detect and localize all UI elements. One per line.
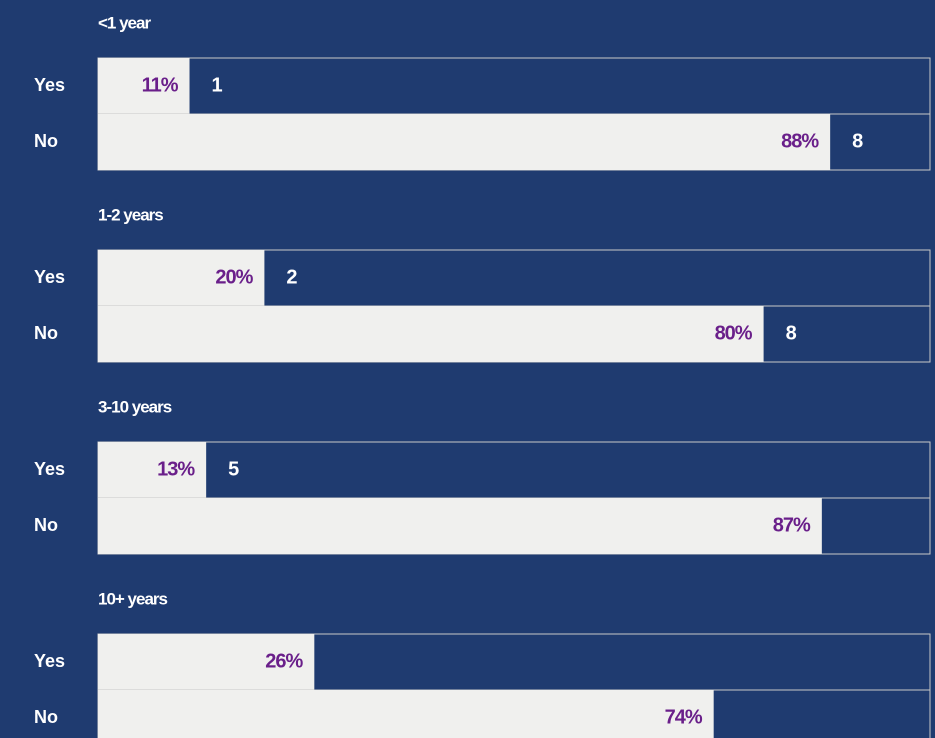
bar	[98, 498, 822, 554]
category-label: Yes	[34, 459, 65, 479]
bar	[98, 442, 207, 498]
bar	[98, 634, 315, 690]
bar-frame	[97, 57, 931, 115]
count-label: 5	[228, 458, 239, 480]
group-title: 10+ years	[98, 589, 168, 608]
category-label: Yes	[34, 651, 65, 671]
category-label: No	[34, 323, 58, 343]
bar	[98, 58, 190, 114]
category-label: No	[34, 131, 58, 151]
value-label: 26%	[265, 650, 303, 672]
value-label: 80%	[715, 322, 753, 344]
value-label: 88%	[781, 130, 819, 152]
count-label: 8	[852, 130, 863, 152]
count-label: 1	[212, 74, 223, 96]
group-title: 1-2 years	[98, 205, 163, 224]
value-label: 13%	[157, 458, 195, 480]
bar	[98, 114, 831, 170]
count-label: 2	[286, 266, 297, 288]
value-label: 20%	[215, 266, 253, 288]
count-label: 8	[786, 322, 797, 344]
category-label: No	[34, 707, 58, 727]
group-title: 3-10 years	[98, 397, 172, 416]
bar	[98, 306, 764, 362]
category-label: Yes	[34, 267, 65, 287]
value-label: 74%	[665, 706, 703, 728]
category-label: No	[34, 515, 58, 535]
value-label: 87%	[773, 514, 811, 536]
bar	[98, 690, 714, 738]
group-title: <1 year	[98, 13, 151, 32]
bar	[98, 250, 265, 306]
bar-frame	[97, 441, 931, 499]
category-label: Yes	[34, 75, 65, 95]
value-label: 11%	[142, 74, 179, 96]
